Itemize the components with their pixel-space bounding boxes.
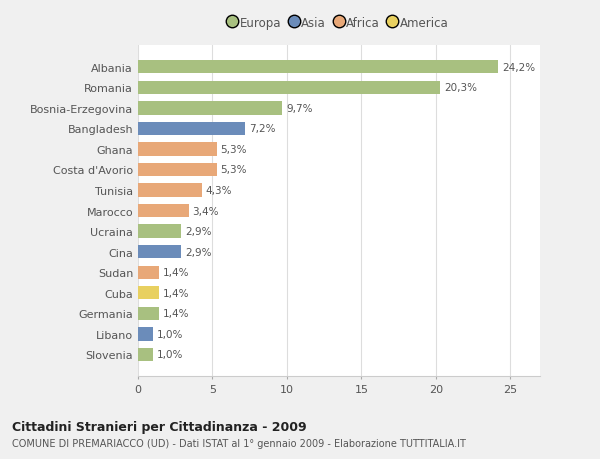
Text: 1,0%: 1,0%: [157, 350, 183, 360]
Bar: [138, 184, 202, 197]
Bar: [138, 266, 159, 280]
Bar: [138, 286, 159, 300]
Legend: Europa, Asia, Africa, America: Europa, Asia, Africa, America: [224, 12, 454, 34]
Bar: [138, 204, 188, 218]
Text: 2,9%: 2,9%: [185, 227, 211, 237]
Bar: [138, 61, 499, 74]
Text: 5,3%: 5,3%: [221, 145, 247, 155]
Text: 1,4%: 1,4%: [163, 288, 189, 298]
Bar: [138, 123, 245, 136]
Bar: [138, 246, 181, 259]
Text: 3,4%: 3,4%: [193, 206, 219, 216]
Bar: [138, 102, 283, 115]
Bar: [138, 307, 159, 320]
Bar: [138, 225, 181, 238]
Text: 5,3%: 5,3%: [221, 165, 247, 175]
Bar: [138, 143, 217, 156]
Bar: [138, 328, 153, 341]
Text: 9,7%: 9,7%: [286, 104, 313, 113]
Text: 24,2%: 24,2%: [502, 62, 535, 73]
Bar: [138, 81, 440, 95]
Bar: [138, 163, 217, 177]
Text: COMUNE DI PREMARIACCO (UD) - Dati ISTAT al 1° gennaio 2009 - Elaborazione TUTTIT: COMUNE DI PREMARIACCO (UD) - Dati ISTAT …: [12, 438, 466, 448]
Bar: [138, 348, 153, 361]
Text: 7,2%: 7,2%: [249, 124, 275, 134]
Text: 20,3%: 20,3%: [444, 83, 477, 93]
Text: 1,4%: 1,4%: [163, 309, 189, 319]
Text: Cittadini Stranieri per Cittadinanza - 2009: Cittadini Stranieri per Cittadinanza - 2…: [12, 420, 307, 433]
Text: 1,4%: 1,4%: [163, 268, 189, 278]
Text: 2,9%: 2,9%: [185, 247, 211, 257]
Text: 4,3%: 4,3%: [206, 185, 232, 196]
Text: 1,0%: 1,0%: [157, 329, 183, 339]
